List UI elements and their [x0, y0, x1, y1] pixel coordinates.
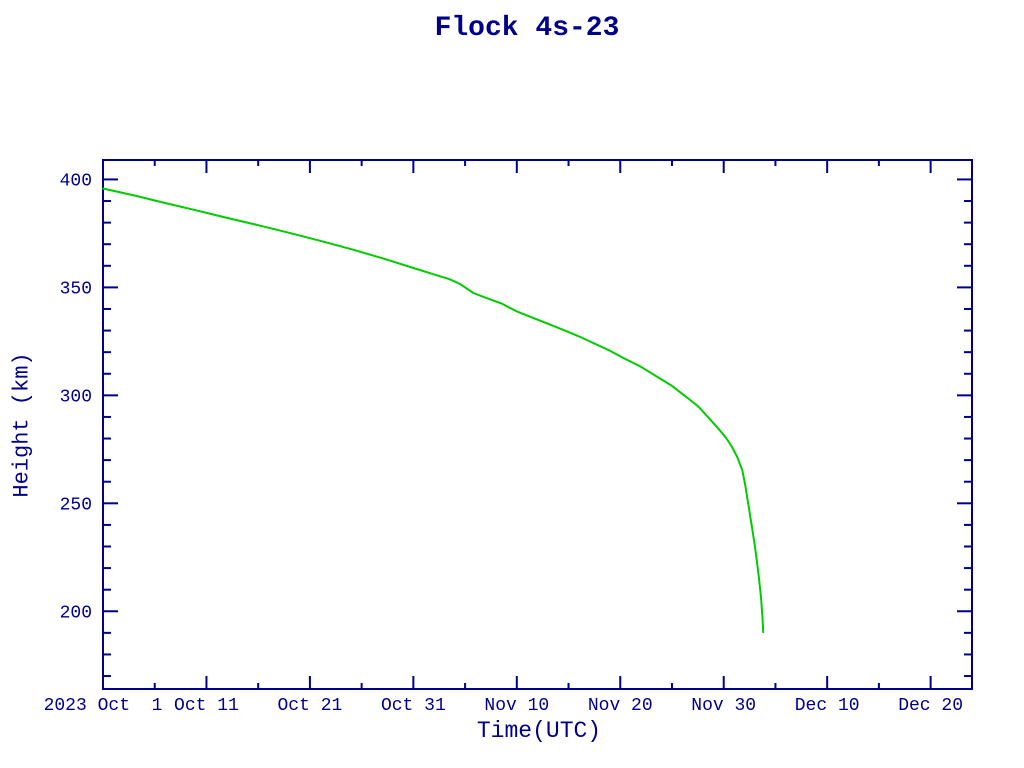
y-tick-label: 300	[60, 387, 92, 407]
x-axis-label: Time(UTC)	[476, 718, 602, 744]
x-tick-label: Oct 11	[174, 696, 239, 716]
x-tick-label: Nov 10	[484, 696, 549, 716]
y-tick-label: 250	[60, 495, 92, 515]
x-tick-label: 2023 Oct 1	[44, 696, 163, 716]
x-tick-label: Oct 21	[277, 696, 342, 716]
x-tick-label: Nov 30	[691, 696, 756, 716]
y-tick-label: 350	[60, 279, 92, 299]
decay-curve	[102, 187, 765, 634]
x-tick-label: Oct 31	[381, 696, 446, 716]
x-tick-label: Nov 20	[588, 696, 653, 716]
chart-title: Flock 4s-23	[434, 13, 620, 44]
x-tick-label: Dec 20	[898, 696, 963, 716]
axis-box	[102, 159, 973, 690]
y-tick-label: 200	[60, 603, 92, 623]
y-tick-label: 400	[60, 171, 92, 191]
x-tick-label: Dec 10	[795, 696, 860, 716]
